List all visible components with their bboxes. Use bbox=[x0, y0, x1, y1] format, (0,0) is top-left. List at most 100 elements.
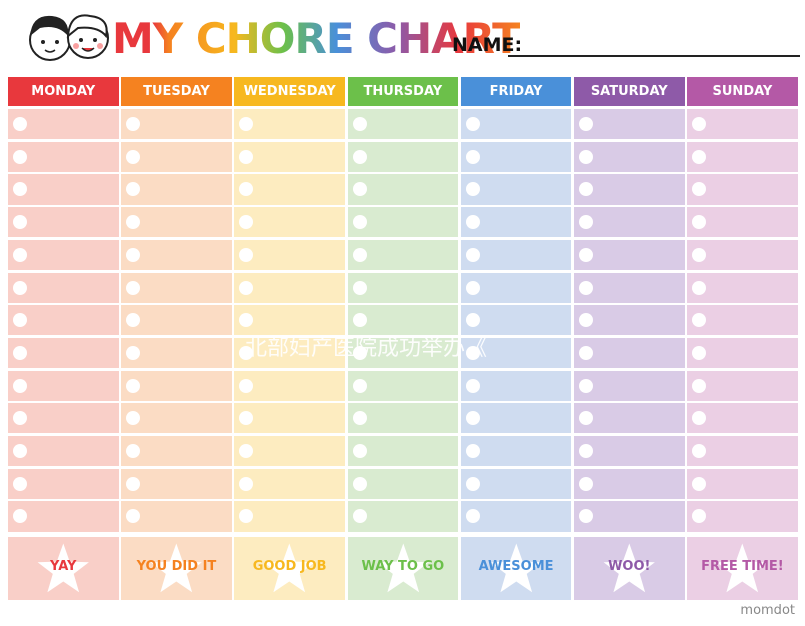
checkbox-dot bbox=[465, 411, 480, 426]
chore-cell bbox=[8, 468, 119, 499]
chore-cell bbox=[121, 207, 232, 238]
chore-cell bbox=[687, 436, 798, 467]
chore-cell bbox=[347, 109, 459, 140]
checkbox-dot bbox=[579, 215, 593, 230]
chore-cell bbox=[574, 468, 685, 499]
chore-cell bbox=[574, 305, 685, 336]
chore-cell bbox=[121, 174, 232, 205]
checkbox-dot bbox=[126, 215, 141, 230]
checkbox-dot bbox=[579, 247, 593, 262]
chore-cell bbox=[574, 174, 685, 205]
chore-cell bbox=[121, 239, 232, 270]
chore-cell bbox=[574, 436, 685, 467]
checkbox-dot bbox=[352, 313, 367, 328]
checkbox-dot bbox=[465, 476, 480, 491]
chore-cell bbox=[234, 207, 345, 238]
checkbox-dot bbox=[465, 247, 480, 262]
checkbox-dot bbox=[465, 345, 480, 360]
star-shape bbox=[716, 543, 769, 593]
star bbox=[263, 543, 316, 593]
chore-cell bbox=[687, 501, 798, 532]
chore-cell bbox=[8, 337, 119, 369]
checkbox-dot bbox=[13, 509, 27, 524]
checkbox-dot bbox=[579, 280, 593, 295]
checkbox-dot bbox=[352, 280, 367, 295]
day-header: MONDAY bbox=[8, 77, 119, 106]
chore-cell bbox=[121, 370, 232, 401]
chore-cell bbox=[574, 370, 685, 401]
checkbox-dot bbox=[579, 509, 593, 524]
reward-text: WAY TO GO bbox=[361, 559, 445, 574]
checkbox-dot bbox=[465, 509, 480, 524]
checkbox-dot bbox=[579, 444, 593, 459]
name-line bbox=[508, 55, 800, 57]
chore-cell bbox=[347, 207, 459, 238]
checkbox-dot bbox=[579, 313, 593, 328]
star-shape bbox=[150, 543, 203, 593]
checkbox-dot bbox=[579, 411, 593, 426]
star-shape bbox=[603, 543, 655, 593]
chore-cell bbox=[574, 141, 685, 172]
checkbox-dot bbox=[126, 313, 141, 328]
checkbox-dot bbox=[239, 117, 254, 132]
checkbox-dot bbox=[13, 476, 27, 491]
watermark: 北部妇产医院成功举办《 bbox=[245, 336, 488, 361]
chore-cell bbox=[121, 468, 232, 499]
chore-cell bbox=[687, 370, 798, 401]
checkbox-dot bbox=[126, 411, 141, 426]
chore-cell bbox=[687, 403, 798, 434]
checkbox-dot bbox=[13, 345, 27, 360]
checkbox-dot bbox=[126, 345, 141, 360]
checkbox-dot bbox=[465, 182, 480, 197]
chore-cell bbox=[347, 501, 459, 532]
chore-cell bbox=[347, 403, 459, 434]
chore-cell bbox=[347, 337, 459, 369]
star bbox=[377, 543, 429, 593]
checkbox-dot bbox=[692, 345, 707, 360]
checkbox-dot bbox=[126, 444, 141, 459]
checkbox-dot bbox=[239, 182, 254, 197]
checkbox-dot bbox=[13, 215, 27, 230]
chore-cell bbox=[8, 370, 119, 401]
chore-cell bbox=[574, 239, 685, 270]
chore-cell bbox=[121, 272, 232, 303]
checkbox-dot bbox=[126, 247, 141, 262]
chore-cell bbox=[8, 141, 119, 172]
chore-cell bbox=[460, 501, 572, 532]
checkbox-dot bbox=[692, 476, 707, 491]
reward-text: YOU DID IT bbox=[136, 559, 217, 574]
chore-cell bbox=[234, 141, 345, 172]
checkbox-dot bbox=[692, 411, 707, 426]
star bbox=[716, 543, 769, 593]
checkbox-dot bbox=[465, 215, 480, 230]
checkbox-dot bbox=[126, 117, 141, 132]
checkbox-dot bbox=[352, 411, 367, 426]
reward-cell: AWESOME bbox=[460, 537, 572, 600]
reward-cell: GOOD JOB bbox=[234, 537, 345, 600]
checkbox-dot bbox=[126, 182, 141, 197]
chore-cell bbox=[8, 239, 119, 270]
chore-cell bbox=[8, 305, 119, 336]
star-shape bbox=[377, 543, 429, 593]
chore-cell bbox=[234, 468, 345, 499]
checkbox-dot bbox=[352, 444, 367, 459]
chore-cell bbox=[460, 337, 572, 369]
reward-text: WOO! bbox=[608, 559, 651, 574]
checkbox-dot bbox=[692, 215, 707, 230]
reward-cell: YOU DID IT bbox=[121, 537, 232, 600]
checkbox-dot bbox=[126, 378, 141, 393]
chore-cell bbox=[460, 207, 572, 238]
reward-text: FREE TIME! bbox=[701, 559, 784, 574]
checkbox-dot bbox=[465, 378, 480, 393]
chore-cell bbox=[8, 207, 119, 238]
chore-cell bbox=[121, 436, 232, 467]
day-header: FRIDAY bbox=[460, 77, 572, 106]
chore-cell bbox=[347, 272, 459, 303]
day-header: WEDNESDAY bbox=[234, 77, 345, 106]
checkbox-dot bbox=[692, 444, 707, 459]
chore-cell bbox=[347, 141, 459, 172]
checkbox-dot bbox=[13, 411, 27, 426]
kids-icon bbox=[29, 14, 109, 61]
